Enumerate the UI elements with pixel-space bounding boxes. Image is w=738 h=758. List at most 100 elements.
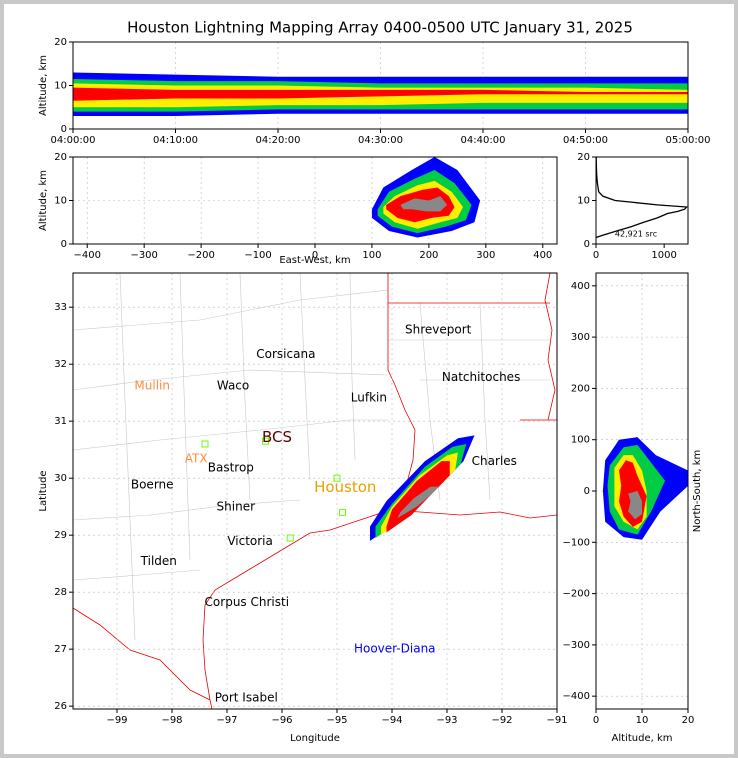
source-density-band — [73, 87, 688, 101]
axes-frame — [595, 156, 689, 245]
x-tick-label: 04:40:00 — [461, 135, 506, 146]
city-label: Houston — [314, 478, 376, 496]
y-tick-label: 300 — [571, 332, 590, 343]
plot-area — [73, 157, 557, 244]
x-tick-label: 04:20:00 — [256, 135, 301, 146]
city-label: Bastrop — [208, 460, 254, 474]
y-tick-label: 10 — [54, 81, 67, 92]
y-tick-label: 0 — [61, 124, 67, 135]
x-tick-label: 300 — [476, 250, 495, 261]
y-tick-label: 10 — [54, 196, 67, 207]
annotation: 42,921 src — [615, 230, 657, 239]
louisiana-coastline — [389, 509, 558, 519]
y-tick-label: 0 — [584, 239, 590, 250]
y-tick-label: 20 — [577, 152, 590, 163]
x-tick-label: −98 — [161, 715, 182, 726]
station — [333, 474, 341, 482]
y-axis-label: Altitude, km — [38, 170, 49, 231]
plot-area — [73, 42, 688, 129]
city-label: BCS — [262, 428, 292, 446]
y-tick-label: 400 — [571, 281, 590, 292]
city-label: Hoover-Diana — [354, 642, 436, 656]
x-tick-label: −94 — [381, 715, 402, 726]
y-axis-label: North-South, km — [692, 450, 703, 533]
x-tick-label: −100 — [244, 250, 271, 261]
axes-frame — [72, 272, 558, 710]
x-tick-label: −91 — [546, 715, 567, 726]
city-label: Waco — [217, 378, 249, 392]
state-borders — [388, 272, 557, 421]
city-label: Port Isabel — [215, 691, 278, 705]
city-label: Charles — [472, 454, 517, 468]
station — [339, 508, 346, 516]
plot-area — [596, 273, 688, 709]
y-tick-label: 0 — [584, 486, 590, 497]
x-tick-label: −93 — [436, 715, 457, 726]
x-tick-label: 05:00:00 — [666, 135, 711, 146]
axes-frame — [72, 156, 558, 245]
city-label: Shreveport — [405, 322, 472, 336]
x-tick-label: 100 — [362, 250, 381, 261]
altitude-profile — [596, 157, 688, 239]
x-tick-label: −96 — [271, 715, 292, 726]
y-tick-label: 27 — [54, 644, 67, 655]
y-tick-label: 20 — [54, 37, 67, 48]
y-tick-label: 100 — [571, 435, 590, 446]
y-tick-label: 31 — [54, 416, 67, 427]
city-label: Tilden — [140, 554, 177, 568]
x-tick-label: 04:10:00 — [153, 135, 198, 146]
y-tick-label: 200 — [571, 383, 590, 394]
y-tick-label: 26 — [54, 701, 67, 712]
figure-title: Houston Lightning Mapping Array 0400-050… — [127, 19, 633, 37]
y-tick-label: 20 — [54, 152, 67, 163]
y-tick-label: 30 — [54, 473, 67, 484]
plot-area — [73, 273, 557, 709]
source-density-region — [397, 486, 439, 519]
city-label: ATX — [185, 451, 208, 465]
x-tick-label: 200 — [419, 250, 438, 261]
city-label: Victoria — [227, 534, 273, 548]
city-label: Shiner — [217, 500, 256, 514]
axes-frame — [72, 41, 689, 130]
source-density-region — [400, 196, 448, 212]
x-tick-label: 04:00:00 — [51, 135, 96, 146]
x-tick-label: −95 — [326, 715, 347, 726]
x-tick-label: −200 — [187, 250, 214, 261]
county-lines — [72, 272, 550, 641]
y-tick-label: 32 — [54, 359, 67, 370]
x-tick-label: 0 — [593, 250, 599, 261]
x-tick-label: 04:30:00 — [358, 135, 403, 146]
city-label: Mullin — [134, 378, 170, 392]
station — [262, 437, 269, 445]
x-tick-label: 400 — [533, 250, 552, 261]
source-density-region — [628, 491, 642, 520]
y-tick-label: −400 — [563, 691, 590, 702]
city-label: Boerne — [131, 478, 174, 492]
x-tick-label: −92 — [491, 715, 512, 726]
x-tick-label: −300 — [130, 250, 157, 261]
station — [201, 440, 209, 448]
y-axis-label: Altitude, km — [38, 55, 49, 116]
panel: −400 −300 −200 −100 0 100 200 300 400 0 10 20 East-W… — [38, 152, 558, 266]
panel: 0 1000 0 10 20 42,921 src — [577, 152, 689, 261]
x-tick-label: 20 — [682, 715, 695, 726]
x-tick-label: −97 — [216, 715, 237, 726]
y-tick-label: 0 — [61, 239, 67, 250]
y-tick-label: 28 — [54, 587, 67, 598]
x-axis-label: Longitude — [290, 733, 340, 744]
x-axis-label: East-West, km — [279, 255, 350, 266]
city-label: Natchitoches — [442, 370, 520, 384]
x-tick-label: 04:50:00 — [563, 135, 608, 146]
x-tick-label: 0 — [312, 250, 318, 261]
y-tick-label: 33 — [54, 302, 67, 313]
city-label: Corsicana — [256, 347, 315, 361]
y-tick-label: 10 — [577, 196, 590, 207]
city-label: Corpus Christi — [205, 595, 290, 609]
x-tick-label: 10 — [636, 715, 649, 726]
y-tick-label: 29 — [54, 530, 67, 541]
panel: 0 10 20 −400 −300 −200 −100 0 100 200 300 400 Altitu… — [563, 272, 703, 744]
panel: 04:00:00 04:10:00 04:20:00 04:30:00 04:40:00… — [38, 37, 710, 146]
x-tick-label: 1000 — [651, 250, 676, 261]
